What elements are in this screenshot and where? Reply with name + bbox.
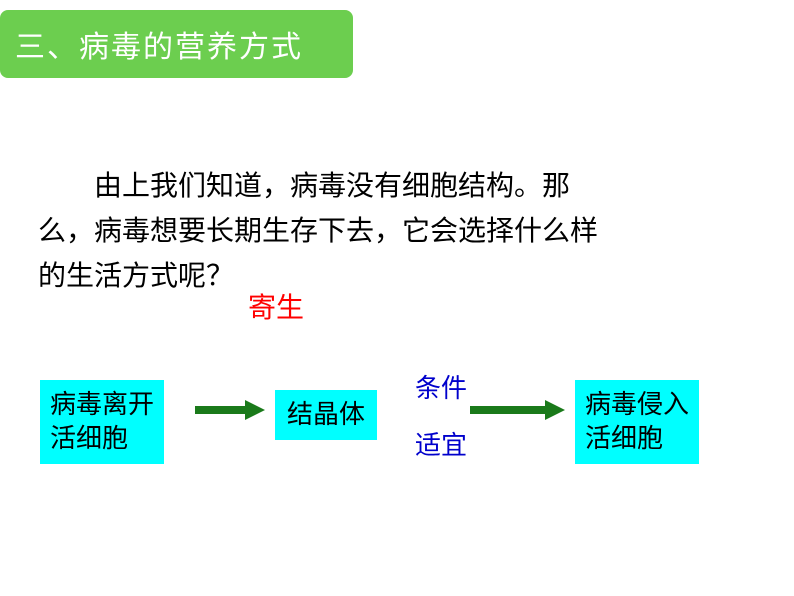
flow-node-3-line1: 病毒侵入 [585,390,689,419]
arrow-icon [470,400,565,420]
arrow-shape [470,400,565,420]
arrow-icon [195,400,265,420]
flow-node-2-line1: 结晶体 [287,400,365,429]
body-paragraph: 由上我们知道，病毒没有细胞结构。那么，病毒想要长期生存下去，它会选择什么样的生活… [38,165,598,299]
flowchart: 病毒离开 活细胞 结晶体 条件 适宜 病毒侵入 活细胞 [40,365,760,465]
section-header: 三、病毒的营养方式 [0,10,353,78]
flow-node-2: 结晶体 [275,390,377,440]
answer-text: 寄生 [248,286,304,326]
arrow-shape [195,400,265,420]
arrow-2-label-bottom: 适宜 [415,425,467,462]
flow-node-1: 病毒离开 活细胞 [40,380,164,464]
flow-node-3: 病毒侵入 活细胞 [575,380,699,464]
flow-node-3-line2: 活细胞 [585,424,663,453]
flow-node-1-line1: 病毒离开 [50,390,154,419]
flow-arrow-2 [470,400,565,425]
flow-node-1-line2: 活细胞 [50,424,128,453]
arrow-2-label-top: 条件 [415,368,467,405]
flow-arrow-1 [195,400,265,425]
